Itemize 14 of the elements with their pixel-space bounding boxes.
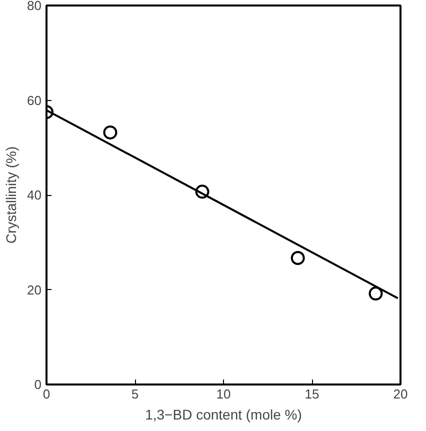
y-tick-label: 40: [27, 188, 42, 202]
point: [290, 251, 305, 265]
y-tick-label: 80: [27, 0, 42, 13]
point: [368, 286, 383, 301]
x-axis-title: 1,3−BD content (mole %): [145, 406, 302, 422]
x-tick-label: 10: [216, 386, 231, 402]
y-tick-label: 0: [34, 377, 42, 392]
point: [103, 125, 118, 140]
x-tick-label: 5: [131, 386, 139, 402]
y-tick-label: 60: [27, 92, 42, 108]
x-tick-label: 15: [304, 386, 320, 402]
x-tick-label: 20: [393, 386, 408, 402]
y-tick-label: 20: [27, 282, 42, 298]
y-axis-title: Crystallinity (%): [3, 146, 20, 244]
